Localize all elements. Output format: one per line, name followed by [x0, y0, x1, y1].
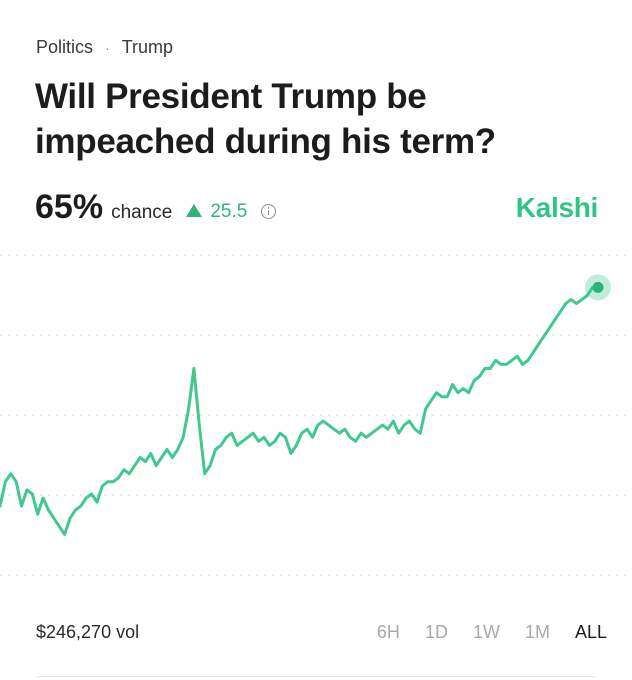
breadcrumb-category[interactable]: Politics — [36, 37, 94, 57]
price-chart — [0, 254, 632, 576]
volume-label: $246,270 vol — [36, 622, 140, 642]
range-tab-1d[interactable]: 1D — [424, 622, 448, 642]
probability-percent: 65% — [35, 188, 104, 226]
change-value: 25.5 — [210, 200, 248, 222]
breadcrumb-topic[interactable]: Trump — [121, 37, 174, 57]
breadcrumb: Politics · Trump — [36, 37, 173, 58]
range-tab-6h[interactable]: 6H — [376, 622, 400, 642]
price-line — [0, 285, 600, 536]
divider — [36, 676, 596, 677]
range-tab-all[interactable]: ALL — [574, 622, 607, 642]
breadcrumb-separator: · — [105, 39, 110, 56]
market-title: Will President Trump be impeached during… — [35, 77, 496, 161]
range-tab-1w[interactable]: 1W — [472, 622, 500, 642]
current-point — [592, 281, 604, 293]
triangle-up-icon — [186, 204, 203, 217]
chart-footer: $246,270 vol 6H 1D 1W 1M ALL — [0, 618, 632, 648]
brand-logo: Kalshi — [515, 192, 599, 223]
chart-gridlines — [0, 254, 632, 576]
change-indicator: 25.5 — [186, 201, 247, 223]
chance-label: chance — [111, 202, 173, 223]
info-icon[interactable] — [261, 204, 277, 219]
probability-stats: 65% chance 25.5 — [35, 188, 277, 227]
range-selector: 6H 1D 1W 1M ALL — [352, 622, 607, 643]
range-tab-1m[interactable]: 1M — [524, 622, 550, 642]
